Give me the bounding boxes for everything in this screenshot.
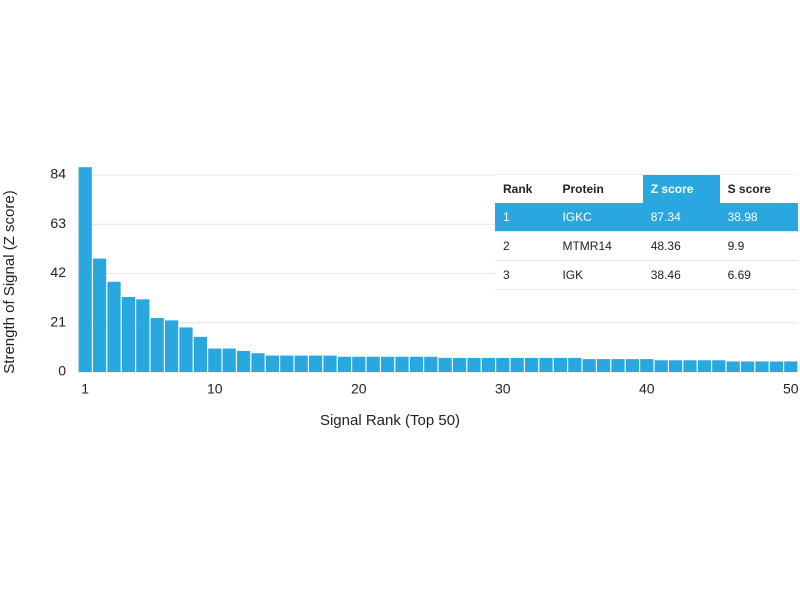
- bar: [625, 359, 640, 372]
- x-axis-title: Signal Rank (Top 50): [320, 412, 460, 429]
- table-cell: Z score: [642, 175, 720, 203]
- table-cell: 38.98: [719, 203, 798, 232]
- x-tick-label: 40: [639, 381, 655, 397]
- table-row: 1 IGKC 87.34 38.98: [495, 203, 798, 232]
- bar: [510, 357, 524, 372]
- bar: [380, 356, 395, 372]
- bar: [755, 361, 769, 372]
- y-tick-label: 42: [50, 264, 66, 280]
- table-row: 2 MTMR14 48.36 9.9: [495, 231, 798, 261]
- bar: [280, 355, 294, 372]
- y-tick-label: 0: [58, 363, 66, 379]
- bar: [784, 361, 798, 372]
- bar: [121, 296, 136, 372]
- table-cell: Protein: [562, 182, 604, 196]
- bar: [697, 360, 712, 372]
- table-cell: 1: [495, 203, 555, 232]
- table-cell: 87.34: [642, 203, 720, 232]
- table-cell: 3: [495, 260, 555, 290]
- table-cell: 9.9: [719, 231, 798, 261]
- table-cell: IGK: [554, 260, 643, 290]
- bar: [92, 258, 107, 372]
- bar: [323, 355, 337, 372]
- table-cell: S score: [727, 182, 771, 196]
- bar: [193, 336, 208, 372]
- bar: [726, 361, 740, 372]
- table-cell: 48.36: [642, 231, 720, 261]
- bar: [208, 348, 222, 372]
- bar: [683, 360, 697, 372]
- x-tick-label: 1: [81, 381, 89, 397]
- y-tick-label: 84: [50, 166, 66, 182]
- bar: [164, 320, 179, 372]
- bar: [236, 350, 251, 372]
- bar: [179, 327, 193, 372]
- x-tick-label: 20: [351, 381, 367, 397]
- bar: [712, 360, 726, 372]
- table-row: 3 IGK 38.46 6.69: [495, 260, 798, 290]
- bar: [582, 359, 596, 372]
- x-tick-label: 30: [495, 381, 511, 397]
- bar: [265, 355, 280, 372]
- bar: [366, 356, 380, 372]
- bar: [294, 355, 308, 372]
- x-tick-label: 50: [783, 381, 799, 397]
- bar: [481, 357, 496, 372]
- bar: [308, 355, 323, 372]
- table-cell: MTMR14: [554, 231, 643, 261]
- table-cell: 6.69: [719, 260, 798, 290]
- bar: [654, 360, 668, 372]
- bar: [222, 348, 236, 372]
- bar: [496, 357, 510, 372]
- bar: [640, 359, 654, 372]
- bar: [539, 357, 553, 372]
- y-tick-label: 21: [50, 313, 66, 329]
- bar: [740, 361, 755, 372]
- table-cell: 38.46: [642, 260, 720, 290]
- bar: [136, 299, 150, 372]
- bar: [467, 357, 481, 372]
- bar: [78, 167, 92, 372]
- table-cell: 2: [495, 231, 555, 261]
- bar: [395, 356, 409, 372]
- bar: [251, 353, 265, 372]
- results-table: Rank Protein Z score S score 1 IGKC 87.34 38.98…: [495, 175, 798, 290]
- bar: [524, 357, 539, 372]
- bar: [337, 356, 352, 372]
- bar: [769, 361, 784, 372]
- bar: [452, 357, 467, 372]
- bar: [553, 357, 568, 372]
- bar: [611, 359, 625, 372]
- table-cell: IGKC: [554, 203, 643, 232]
- table-row: Rank Protein Z score S score: [495, 175, 798, 203]
- table-cell: Rank: [503, 182, 533, 196]
- bar: [107, 281, 121, 372]
- y-axis-title: Strength of Signal (Z score): [1, 190, 18, 373]
- bar: [668, 360, 683, 372]
- y-tick-label: 63: [50, 215, 66, 231]
- bar: [596, 359, 611, 372]
- x-tick-label: 10: [207, 381, 223, 397]
- bar: [150, 318, 164, 372]
- bar: [352, 356, 366, 372]
- bar: [409, 356, 424, 372]
- bar: [424, 356, 438, 372]
- bar: [568, 357, 582, 372]
- bar: [438, 357, 452, 372]
